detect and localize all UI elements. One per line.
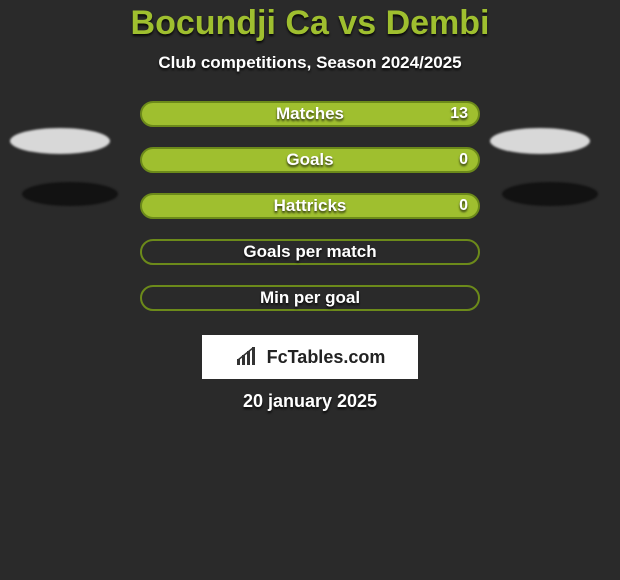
stat-row: Min per goal	[0, 275, 620, 321]
brand-text: FcTables.com	[267, 347, 386, 368]
brand-box: FcTables.com	[202, 335, 418, 379]
stat-value-right: 0	[459, 197, 468, 215]
date-label: 20 january 2025	[0, 391, 620, 412]
stat-bar: Min per goal	[140, 285, 480, 311]
subtitle: Club competitions, Season 2024/2025	[0, 53, 620, 73]
stat-label: Matches	[276, 104, 344, 124]
player-shadow-ellipse	[502, 182, 598, 206]
page-title: Bocundji Ca vs Dembi	[0, 4, 620, 43]
stat-row: Goals per match	[0, 229, 620, 275]
stat-label: Hattricks	[274, 196, 347, 216]
stats-region: Matches 13 Goals 0 Hattricks 0 Goals per match…	[0, 91, 620, 321]
stat-label: Goals	[286, 150, 333, 170]
stat-label: Goals per match	[243, 242, 376, 262]
player-shadow-ellipse	[490, 128, 590, 154]
stat-label: Min per goal	[260, 288, 360, 308]
stat-bar: Hattricks 0	[140, 193, 480, 219]
player-shadow-ellipse	[10, 128, 110, 154]
stat-bar: Matches 13	[140, 101, 480, 127]
stat-bar: Goals per match	[140, 239, 480, 265]
brand-bars-icon	[235, 347, 261, 367]
stat-value-right: 13	[450, 105, 468, 123]
stat-bar: Goals 0	[140, 147, 480, 173]
stat-value-right: 0	[459, 151, 468, 169]
player-shadow-ellipse	[22, 182, 118, 206]
